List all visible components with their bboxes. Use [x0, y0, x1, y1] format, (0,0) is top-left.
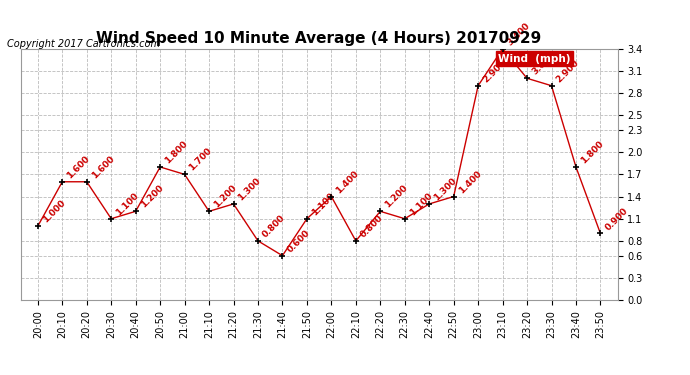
Text: 1.600: 1.600: [90, 154, 116, 180]
Text: 1.200: 1.200: [212, 184, 238, 210]
Text: Wind  (mph): Wind (mph): [498, 54, 571, 64]
Text: 1.800: 1.800: [163, 139, 189, 165]
Text: 1.200: 1.200: [139, 184, 165, 210]
Text: 1.400: 1.400: [334, 169, 361, 195]
Text: 0.800: 0.800: [359, 213, 385, 239]
Text: 1.400: 1.400: [457, 169, 483, 195]
Text: 0.900: 0.900: [603, 206, 629, 232]
Text: 1.100: 1.100: [408, 191, 434, 217]
Text: 1.300: 1.300: [432, 176, 458, 203]
Text: 1.600: 1.600: [66, 154, 92, 180]
Text: 2.900: 2.900: [555, 58, 581, 84]
Text: 0.600: 0.600: [286, 228, 311, 254]
Text: 1.300: 1.300: [237, 176, 263, 203]
Text: 3.000: 3.000: [530, 51, 556, 77]
Text: 1.000: 1.000: [41, 198, 67, 225]
Text: 1.100: 1.100: [310, 191, 336, 217]
Text: 0.800: 0.800: [261, 213, 287, 239]
Text: 1.800: 1.800: [579, 139, 605, 165]
Text: 1.700: 1.700: [188, 147, 214, 173]
Text: 3.400: 3.400: [506, 21, 532, 47]
Title: Wind Speed 10 Minute Average (4 Hours) 20170929: Wind Speed 10 Minute Average (4 Hours) 2…: [97, 31, 542, 46]
Text: 1.200: 1.200: [383, 184, 409, 210]
Text: Copyright 2017 Cartronics.com: Copyright 2017 Cartronics.com: [7, 39, 160, 50]
Text: 1.100: 1.100: [114, 191, 140, 217]
Text: 2.900: 2.900: [481, 58, 507, 84]
